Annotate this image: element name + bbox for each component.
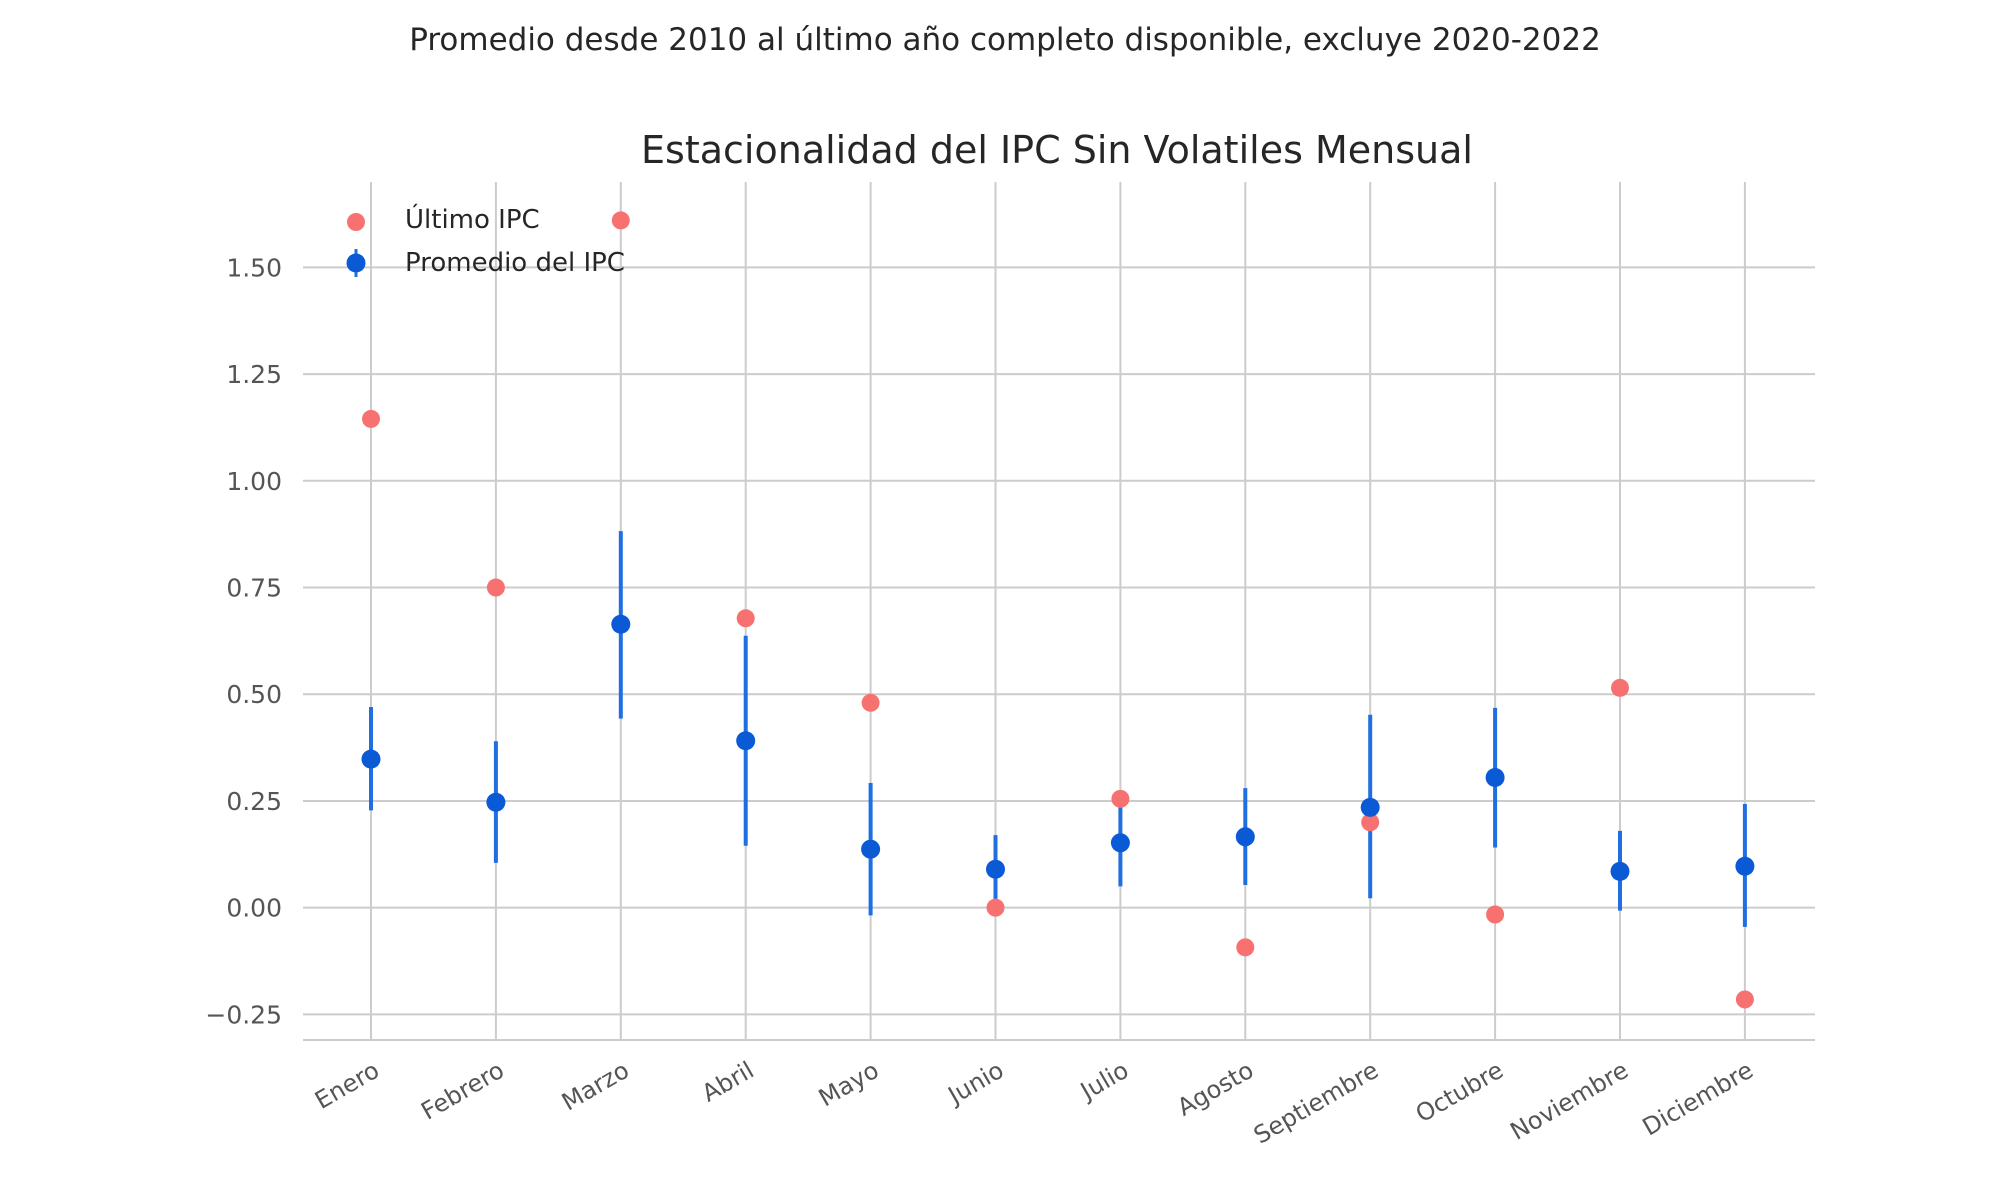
- point-ultimo-ipc-noviembre: [1611, 678, 1629, 697]
- x-tick-label-diciembre: Diciembre: [1638, 1056, 1758, 1141]
- points-layer: [361, 211, 1755, 1009]
- y-tick-label: 1.25: [226, 360, 282, 389]
- point-ultimo-ipc-septiembre: [1361, 813, 1380, 832]
- point-ultimo-ipc-julio: [1111, 789, 1130, 808]
- point-promedio-ipc-febrero: [486, 792, 506, 812]
- y-tick-label: 1.50: [226, 253, 282, 282]
- x-tick-label-febrero: Febrero: [416, 1056, 508, 1126]
- x-tick-label-junio: Junio: [942, 1056, 1009, 1111]
- x-tick-label-marzo: Marzo: [557, 1056, 634, 1117]
- chart-legend: Último IPC Promedio del IPC: [346, 203, 625, 278]
- point-ultimo-ipc-agosto: [1236, 938, 1255, 957]
- legend-label-promedio-ipc: Promedio del IPC: [405, 248, 625, 278]
- y-tick-label: 0.50: [226, 680, 282, 709]
- point-ultimo-ipc-mayo: [861, 693, 880, 712]
- y-tick-label: 0.75: [226, 574, 282, 603]
- x-tick-label-abril: Abril: [697, 1056, 759, 1108]
- point-ultimo-ipc-octubre: [1486, 905, 1505, 924]
- point-promedio-ipc-abril: [736, 731, 756, 751]
- point-promedio-ipc-agosto: [1235, 827, 1255, 847]
- y-tick-label: 1.00: [226, 467, 282, 496]
- legend-marker-ultimo-ipc: [347, 213, 365, 231]
- point-promedio-ipc-octubre: [1485, 767, 1505, 787]
- point-ultimo-ipc-junio: [986, 898, 1005, 917]
- point-promedio-ipc-enero: [361, 749, 381, 769]
- point-promedio-ipc-mayo: [861, 839, 881, 859]
- y-tick-labels: −0.25 0.00 0.25 0.50 0.75 1.00 1.25 1.50: [205, 253, 282, 1029]
- point-promedio-ipc-marzo: [611, 614, 631, 634]
- x-tick-label-agosto: Agosto: [1172, 1056, 1258, 1122]
- x-tick-label-enero: Enero: [310, 1056, 384, 1115]
- point-promedio-ipc-junio: [986, 859, 1005, 879]
- x-tick-label-octubre: Octubre: [1411, 1056, 1508, 1128]
- grid-layer: [303, 182, 1815, 1041]
- x-tick-label-mayo: Mayo: [814, 1056, 884, 1112]
- point-ultimo-ipc-diciembre: [1735, 990, 1754, 1009]
- legend-marker-promedio-ipc: [346, 253, 366, 273]
- y-tick-label: 0.00: [226, 894, 282, 923]
- point-ultimo-ipc-marzo: [611, 211, 630, 230]
- chart-title: Estacionalidad del IPC Sin Volatiles Men…: [641, 128, 1473, 172]
- x-tick-label-noviembre: Noviembre: [1506, 1056, 1633, 1146]
- point-ultimo-ipc-enero: [362, 409, 380, 428]
- point-ultimo-ipc-abril: [736, 609, 755, 628]
- x-tick-labels: Enero Febrero Marzo Abril Mayo Junio Julio Agos…: [310, 1056, 1758, 1150]
- x-tick-label-julio: Julio: [1074, 1056, 1133, 1106]
- y-tick-label: −0.25: [205, 1000, 282, 1029]
- point-promedio-ipc-septiembre: [1360, 797, 1380, 817]
- point-ultimo-ipc-febrero: [486, 578, 505, 597]
- y-tick-label: 0.25: [226, 787, 282, 816]
- point-promedio-ipc-julio: [1110, 833, 1130, 853]
- x-tick-label-septiembre: Septiembre: [1249, 1056, 1383, 1150]
- chart-suptitle: Promedio desde 2010 al último año comple…: [409, 22, 1601, 58]
- legend-label-ultimo-ipc: Último IPC: [405, 203, 540, 235]
- point-promedio-ipc-noviembre: [1610, 861, 1630, 881]
- point-promedio-ipc-diciembre: [1735, 856, 1755, 876]
- error-bars-layer: [369, 531, 1747, 927]
